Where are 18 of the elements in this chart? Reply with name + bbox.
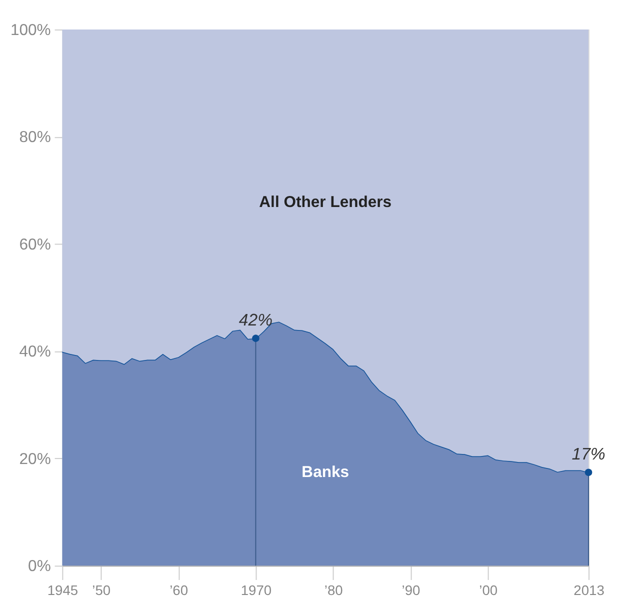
y-tick-label: 60% — [19, 236, 51, 254]
series-label: All Other Lenders — [259, 194, 392, 211]
x-tick-label: ’90 — [402, 582, 421, 598]
y-tick-label: 100% — [10, 22, 51, 39]
x-tick-label: ’80 — [324, 582, 344, 598]
y-tick-label: 80% — [19, 129, 51, 146]
y-tick-label: 20% — [19, 450, 51, 468]
series-label: Banks — [302, 464, 350, 482]
annotation: 17% — [572, 444, 606, 464]
x-tick-label: ’50 — [92, 582, 111, 598]
x-tick-label: ’00 — [479, 582, 498, 598]
x-tick-label: 1970 — [240, 582, 272, 598]
x-tick-label: 1945 — [47, 582, 78, 598]
y-tick-label: 0% — [28, 558, 51, 576]
y-tick-label: 40% — [19, 344, 51, 361]
x-tick-label: ’60 — [170, 582, 188, 598]
annotation: 42% — [238, 310, 273, 330]
x-tick-label: 2013 — [574, 582, 605, 598]
